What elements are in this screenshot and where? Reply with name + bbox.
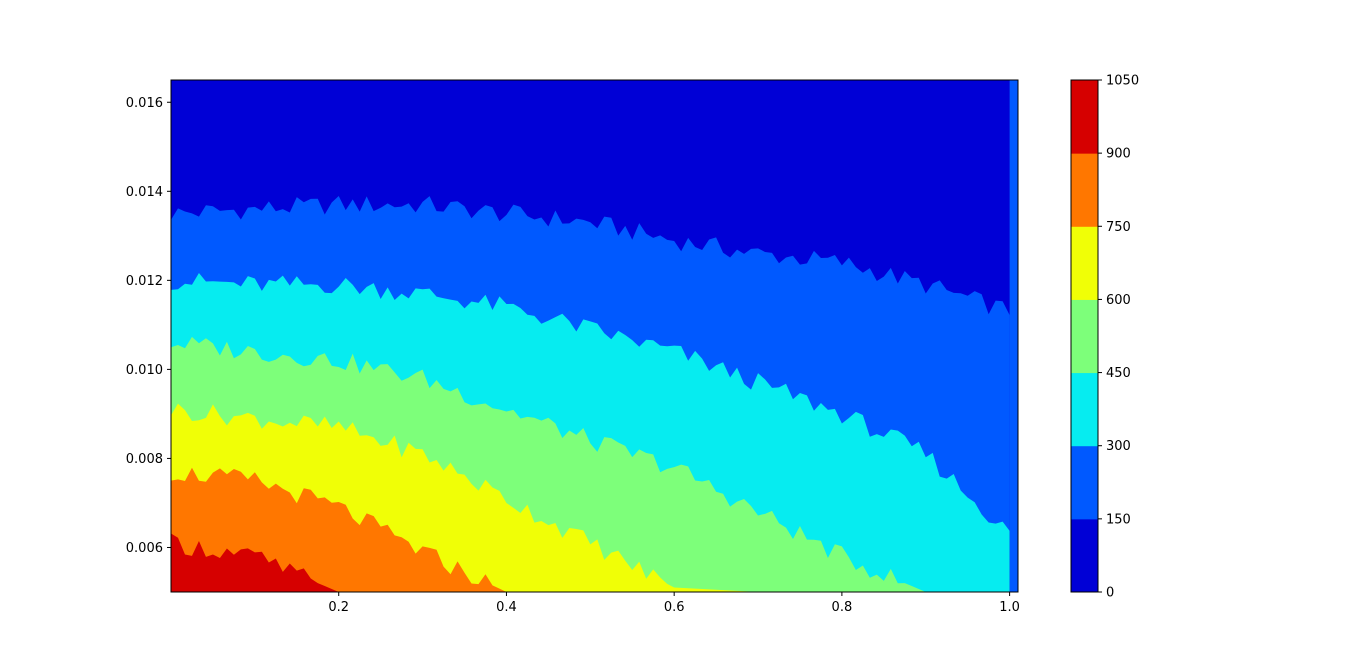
x-tick-label: 0.6: [664, 600, 685, 615]
x-tick-label: 0.2: [328, 600, 349, 615]
colorbar-band-300: [1071, 372, 1098, 447]
colorbar-band-0: [1071, 518, 1098, 593]
colorbar-band-750: [1071, 153, 1098, 227]
y-tick-label: 0.008: [126, 452, 163, 467]
contour-band-900: [171, 533, 1010, 592]
colorbar-tick-label: 0: [1106, 586, 1114, 601]
colorbar-tick-label: 300: [1106, 439, 1131, 454]
y-tick-label: 0.014: [126, 185, 163, 200]
colorbar-band-150: [1071, 445, 1098, 520]
contour-edge-strip: [1009, 80, 1018, 592]
y-tick-label: 0.006: [126, 541, 163, 556]
x-tick-label: 0.8: [832, 600, 853, 615]
colorbar-band-450: [1071, 299, 1098, 374]
colorbar-tick-label: 900: [1106, 147, 1131, 162]
x-tick-label: 0.4: [496, 600, 517, 615]
contour-fills: [171, 80, 1018, 592]
plot-frame: [170, 79, 1019, 593]
colorbar: 0 150 300 450 600 750 900 1050: [1070, 74, 1139, 601]
x-tick-label: 1.0: [999, 600, 1020, 615]
x-axis: 0.2 0.4 0.6 0.8 1.0: [328, 592, 1020, 615]
colorbar-tick-label: 750: [1106, 220, 1131, 235]
colorbar-band-600: [1071, 226, 1098, 300]
y-tick-label: 0.012: [126, 274, 163, 289]
colorbar-band-900: [1071, 80, 1098, 154]
y-tick-label: 0.010: [126, 363, 163, 378]
colorbar-tick-label: 450: [1106, 366, 1131, 381]
colorbar-tick-label: 1050: [1106, 74, 1139, 89]
y-axis: 0.006 0.008 0.010 0.012 0.014 0.016: [126, 96, 171, 556]
colorbar-frame: [1070, 79, 1099, 593]
colorbar-tick-label: 150: [1106, 512, 1131, 527]
contour-band-750: [171, 467, 1010, 592]
y-tick-label: 0.016: [126, 96, 163, 111]
colorbar-tick-label: 600: [1106, 293, 1131, 308]
